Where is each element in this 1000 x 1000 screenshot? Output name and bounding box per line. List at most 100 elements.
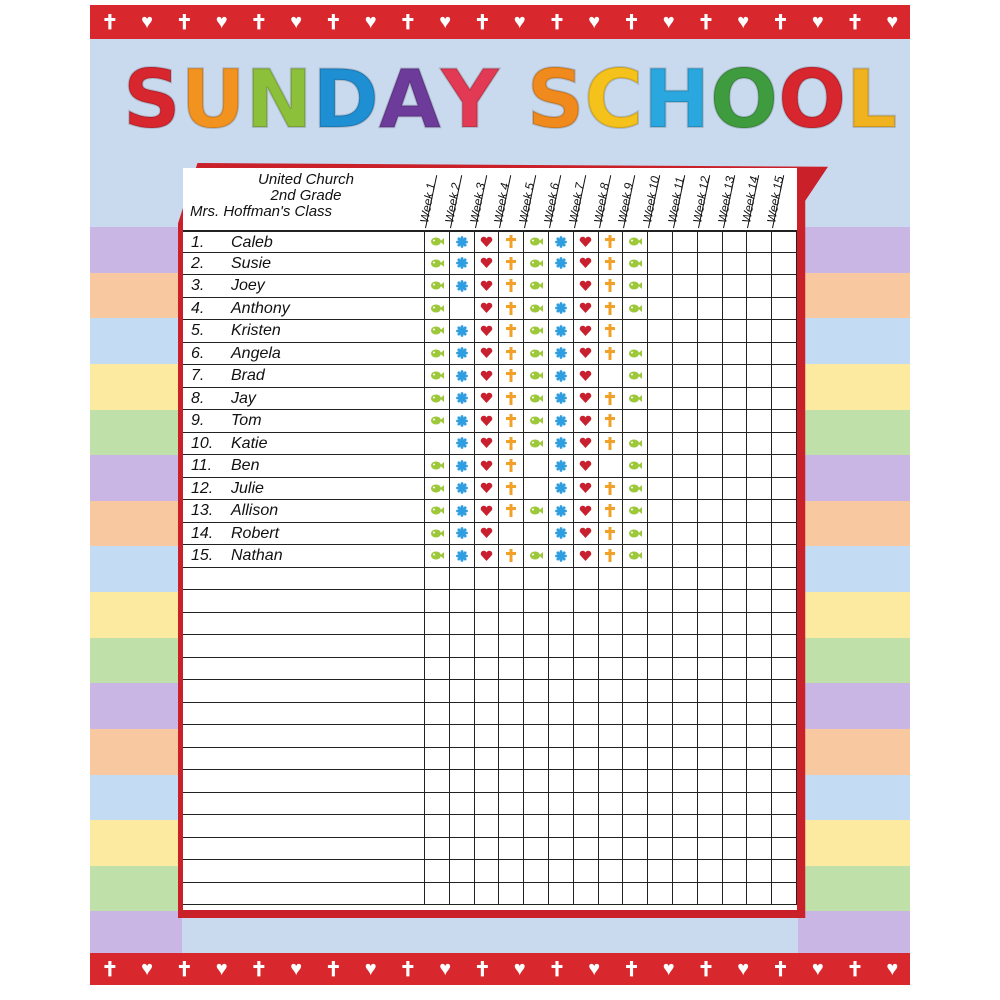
attendance-cell: [723, 860, 748, 882]
chart-sheet: [183, 168, 797, 910]
attendance-cell: [747, 297, 773, 319]
student-row: 7. Brad: [183, 365, 797, 388]
attendance-cell: [599, 545, 624, 567]
heart-sticker-icon: [480, 236, 493, 248]
student-name-cell: [183, 725, 425, 747]
flower-sticker-icon: [455, 257, 468, 270]
attendance-cell: [747, 815, 773, 837]
title-letter: U: [180, 53, 247, 146]
cross-sticker-icon: [605, 279, 616, 293]
heart-sticker-icon: [480, 437, 493, 449]
attendance-cell: [574, 522, 599, 544]
attendance-cell: [648, 297, 673, 319]
attendance-cell: [574, 320, 599, 342]
attendance-cell: [623, 232, 649, 252]
attendance-cell: [599, 232, 624, 252]
heart-icon: ♥: [215, 10, 228, 33]
attendance-cell: [623, 747, 649, 769]
attendance-cell: [698, 455, 723, 477]
student-row: [183, 725, 797, 748]
attendance-cell: [772, 365, 797, 387]
attendance-cell: [524, 882, 549, 904]
flower-sticker-icon: [554, 369, 567, 382]
heart-icon: ♥: [141, 10, 154, 33]
attendance-cell: [623, 657, 649, 679]
heart-icon: ♥: [737, 10, 750, 33]
title-letter: S: [526, 53, 586, 146]
cross-icon: ✝: [772, 958, 789, 981]
flower-sticker-icon: [554, 392, 567, 405]
attendance-cell: [623, 297, 649, 319]
attendance-cell: [524, 657, 549, 679]
fish-sticker-icon: [628, 505, 643, 516]
heart-sticker-icon: [480, 370, 493, 382]
attendance-cell: [747, 882, 773, 904]
attendance-cell: [599, 815, 624, 837]
attendance-cell: [772, 837, 797, 859]
student-row: [183, 815, 797, 838]
attendance-cell: [599, 477, 624, 499]
attendance-cell: [723, 725, 748, 747]
heart-icon: ♥: [141, 957, 154, 980]
attendance-cell: [549, 567, 574, 589]
student-name-cell: [183, 635, 425, 657]
stripe: [90, 409, 182, 456]
attendance-cell: [599, 837, 624, 859]
flower-sticker-icon: [455, 504, 468, 517]
cross-sticker-icon: [506, 324, 517, 338]
stripe: [90, 820, 182, 866]
attendance-cell: [475, 770, 500, 792]
attendance-cell: [574, 882, 599, 904]
flower-sticker-icon: [455, 235, 468, 248]
attendance-cell: [698, 275, 723, 297]
attendance-cell: [524, 252, 549, 274]
attendance-cell: [450, 702, 475, 724]
cross-sticker-icon: [506, 549, 517, 563]
attendance-cell: [574, 545, 599, 567]
attendance-cell: [673, 365, 698, 387]
fish-sticker-icon: [430, 528, 444, 539]
attendance-cell: [648, 657, 673, 679]
attendance-cell: [425, 522, 450, 544]
fish-sticker-icon: [529, 325, 544, 336]
cross-sticker-icon: [605, 504, 616, 518]
attendance-cell: [623, 882, 649, 904]
attendance-cell: [673, 635, 698, 657]
teacher-class: Mrs. Hoffman's Class: [190, 203, 333, 220]
attendance-cell: [772, 792, 797, 814]
student-row: [183, 882, 797, 905]
attendance-cell: [549, 500, 574, 522]
attendance-cell: [648, 792, 673, 814]
student-name-cell: 14. Robert: [183, 522, 425, 544]
attendance-cell: [698, 725, 723, 747]
student-name-cell: [183, 770, 425, 792]
attendance-cell: [450, 455, 475, 477]
attendance-cell: [425, 432, 450, 454]
attendance-cell: [499, 410, 525, 432]
cross-icon: ✝: [772, 11, 789, 34]
stripe: [90, 455, 182, 501]
attendance-cell: [599, 612, 624, 634]
fish-sticker-icon: [529, 393, 544, 404]
student-name-cell: 9. Tom: [183, 410, 425, 432]
student-name: Nathan: [231, 547, 283, 564]
flower-sticker-icon: [455, 414, 468, 427]
fish-sticker-icon: [430, 550, 444, 561]
attendance-cell: [450, 770, 475, 792]
cross-icon: ✝: [175, 958, 193, 981]
attendance-cell: [475, 252, 500, 274]
heart-sticker-icon: [579, 505, 592, 517]
cross-icon: ✝: [175, 11, 193, 34]
attendance-cell: [574, 410, 599, 432]
attendance-cell: [623, 477, 649, 499]
attendance-cell: [673, 477, 698, 499]
attendance-cell: [524, 815, 549, 837]
attendance-cell: [747, 365, 773, 387]
stripe: [90, 637, 182, 684]
flower-sticker-icon: [554, 257, 567, 270]
stripe: [90, 272, 182, 319]
attendance-cell: [475, 545, 500, 567]
attendance-cell: [499, 612, 525, 634]
attendance-cell: [574, 792, 599, 814]
attendance-cell: [475, 792, 500, 814]
